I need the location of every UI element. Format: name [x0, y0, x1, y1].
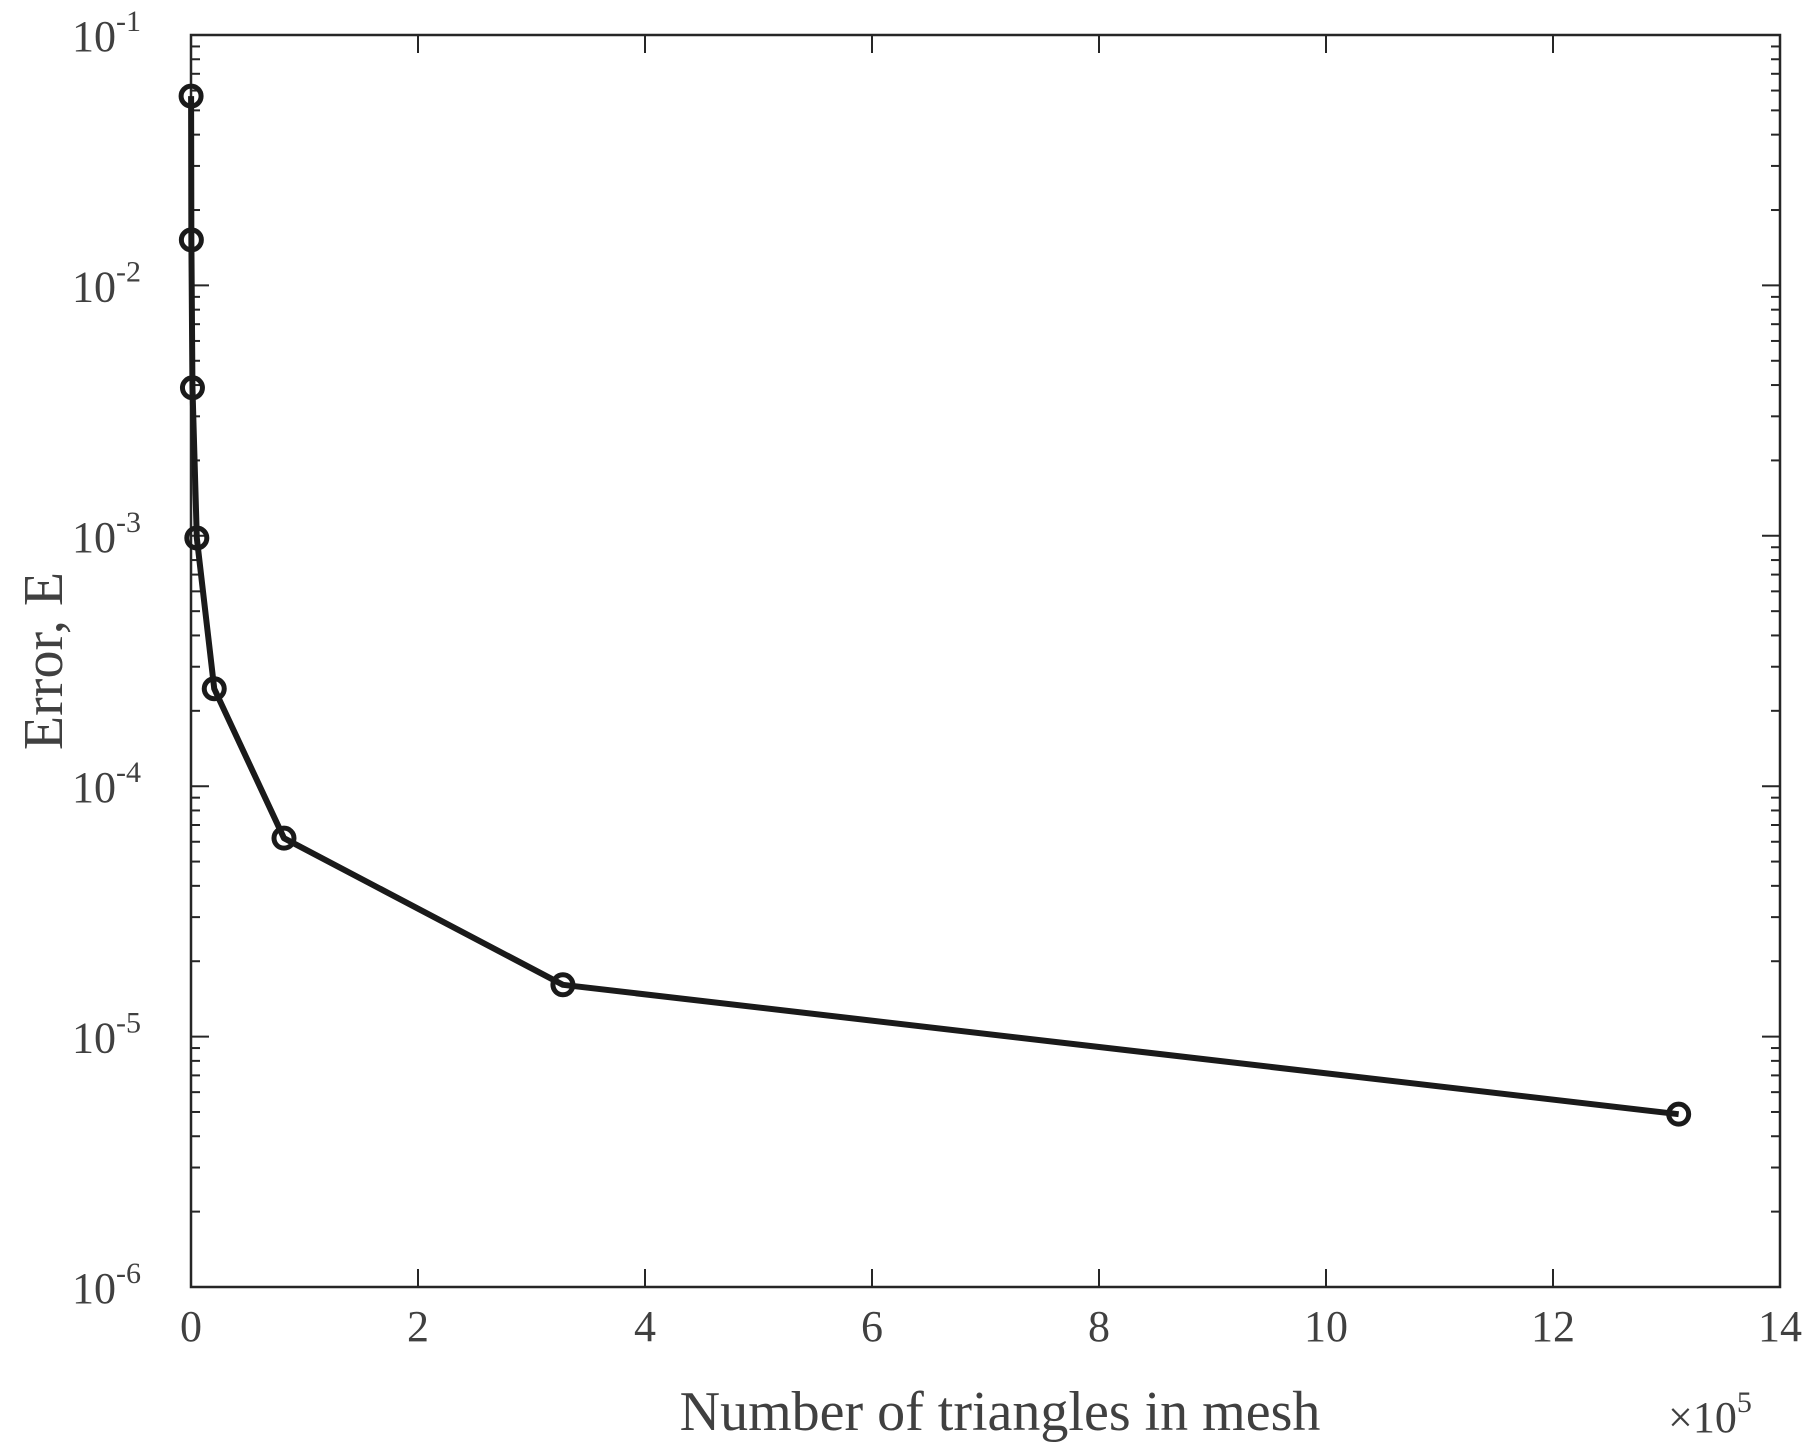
y-tick-base: 10: [72, 1264, 116, 1313]
y-tick-exponent: -3: [116, 506, 141, 539]
y-axis-label: Error, E: [13, 572, 75, 750]
y-tick-base: 10: [72, 763, 116, 812]
x-tick-label: 8: [1088, 1302, 1110, 1351]
x-multiplier: ×105: [1668, 1386, 1752, 1442]
y-tick-label: 10-2: [72, 255, 141, 311]
x-tick-label: 14: [1758, 1302, 1802, 1351]
x-tick-label: 2: [407, 1302, 429, 1351]
data-point: [178, 227, 204, 253]
y-tick-label: 10-1: [72, 5, 141, 61]
x-tick-label: 4: [634, 1302, 656, 1351]
x-multiplier-exponent: 5: [1737, 1386, 1752, 1419]
data-point: [184, 525, 210, 551]
y-tick-exponent: -4: [116, 756, 141, 789]
y-tick-exponent: -5: [116, 1007, 141, 1040]
y-tick-exponent: -2: [116, 255, 141, 288]
y-tick-base: 10: [72, 262, 116, 311]
y-tick-base: 10: [72, 12, 116, 61]
data-point: [1666, 1101, 1692, 1127]
y-tick-base: 10: [72, 1014, 116, 1063]
data-point: [179, 375, 205, 401]
x-tick-label: 6: [861, 1302, 883, 1351]
y-tick-label: 10-5: [72, 1007, 141, 1063]
data-point: [550, 972, 576, 998]
x-tick-label: 0: [180, 1302, 202, 1351]
y-tick-label: 10-6: [72, 1257, 141, 1313]
y-tick-label: 10-4: [72, 756, 141, 812]
y-tick-exponent: -6: [116, 1257, 141, 1290]
y-tick-base: 10: [72, 513, 116, 562]
data-point: [271, 825, 297, 851]
y-tick-label: 10-3: [72, 506, 141, 562]
series-line: [188, 96, 1680, 1118]
data-point: [178, 83, 204, 109]
x-tick-label: 12: [1531, 1302, 1575, 1351]
x-axis-label: Number of triangles in mesh: [680, 1381, 1321, 1443]
y-tick-exponent: -1: [116, 5, 141, 38]
x-multiplier-base: ×10: [1668, 1393, 1737, 1442]
data-point: [201, 676, 227, 702]
x-tick-label: 10: [1304, 1302, 1348, 1351]
plot-frame: [189, 33, 1782, 1289]
